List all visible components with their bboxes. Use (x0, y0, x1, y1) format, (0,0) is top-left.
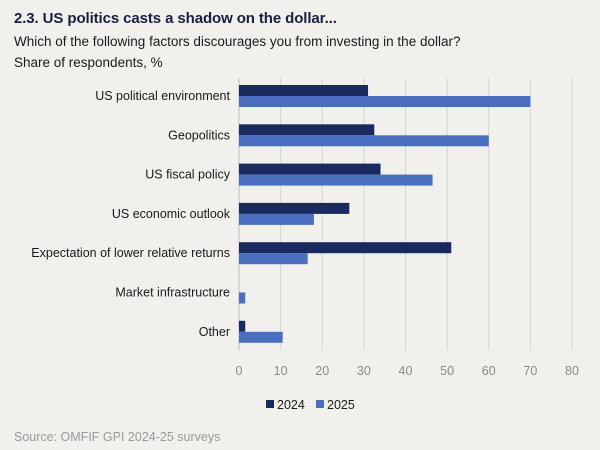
bar-2025 (239, 135, 489, 147)
bar-2025 (239, 213, 314, 225)
legend-swatch-2025 (316, 400, 324, 408)
category-label: US political environment (95, 89, 230, 103)
x-tick-label: 20 (315, 364, 329, 378)
x-tick-label: 50 (440, 364, 454, 378)
bar-2025 (239, 174, 433, 186)
x-tick-label: 0 (236, 364, 243, 378)
bar-2025 (239, 331, 283, 343)
x-tick-label: 80 (565, 364, 579, 378)
bar-2024 (239, 202, 350, 214)
legend-label-2025: 2025 (327, 398, 355, 412)
x-tick-label: 40 (399, 364, 413, 378)
legend-label-2024: 2024 (277, 398, 305, 412)
x-tick-label: 30 (357, 364, 371, 378)
category-label: Other (199, 325, 230, 339)
category-label: Geopolitics (168, 128, 230, 142)
category-label: Market infrastructure (115, 286, 230, 300)
chart-subtitle: Which of the following factors discourag… (14, 34, 461, 49)
bar-2024 (239, 242, 452, 254)
category-label: Expectation of lower relative returns (31, 246, 230, 260)
chart-title: 2.3. US politics casts a shadow on the d… (14, 10, 337, 27)
x-tick-label: 60 (482, 364, 496, 378)
category-label: US economic outlook (112, 207, 231, 221)
bar-2025 (239, 292, 246, 304)
bar-2024 (239, 85, 369, 96)
source-note: Source: OMFIF GPI 2024-25 surveys (14, 430, 221, 444)
x-tick-label: 10 (274, 364, 288, 378)
category-label: US fiscal policy (145, 168, 230, 182)
bar-2025 (239, 96, 531, 107)
bar-2024 (239, 320, 246, 332)
legend-swatch-2024 (266, 400, 274, 408)
bar-2024 (239, 163, 381, 175)
x-tick-label: 70 (523, 364, 537, 378)
bar-2025 (239, 253, 308, 265)
bar-2024 (239, 124, 375, 136)
chart-unit-label: Share of respondents, % (14, 55, 163, 70)
